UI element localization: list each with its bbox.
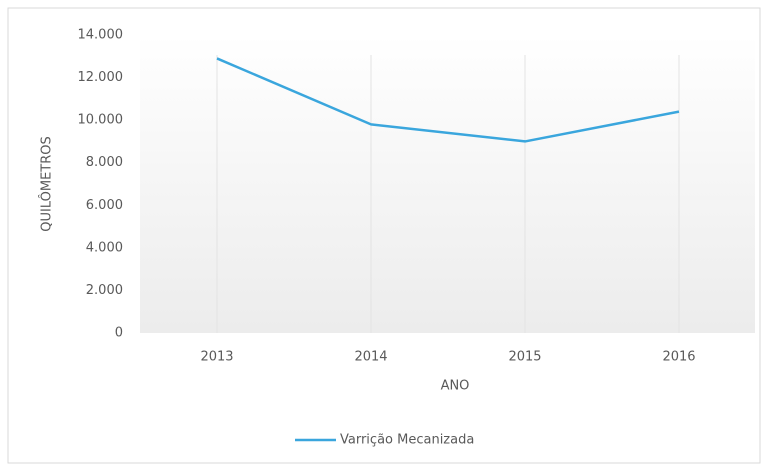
x-tick-label: 2016 xyxy=(662,350,695,365)
y-tick-label: 10.000 xyxy=(78,113,124,128)
plot-area xyxy=(140,35,755,333)
y-tick-label: 6.000 xyxy=(86,198,123,213)
y-tick-label: 4.000 xyxy=(86,240,123,255)
y-axis-label: QUILÔMETROS xyxy=(39,136,55,231)
x-tick-label: 2014 xyxy=(354,350,387,365)
y-tick-label: 12.000 xyxy=(78,70,124,85)
y-tick-label: 8.000 xyxy=(86,155,123,170)
x-tick-label: 2015 xyxy=(508,350,541,365)
line-series xyxy=(216,57,680,143)
y-tick-label: 14.000 xyxy=(78,28,124,43)
y-tick-label: 2.000 xyxy=(86,283,123,298)
y-tick-label: 0 xyxy=(115,326,123,341)
legend-label: Varrição Mecanizada xyxy=(340,433,474,448)
x-axis-label: ANO xyxy=(441,379,470,394)
x-tick-label: 2013 xyxy=(200,350,233,365)
